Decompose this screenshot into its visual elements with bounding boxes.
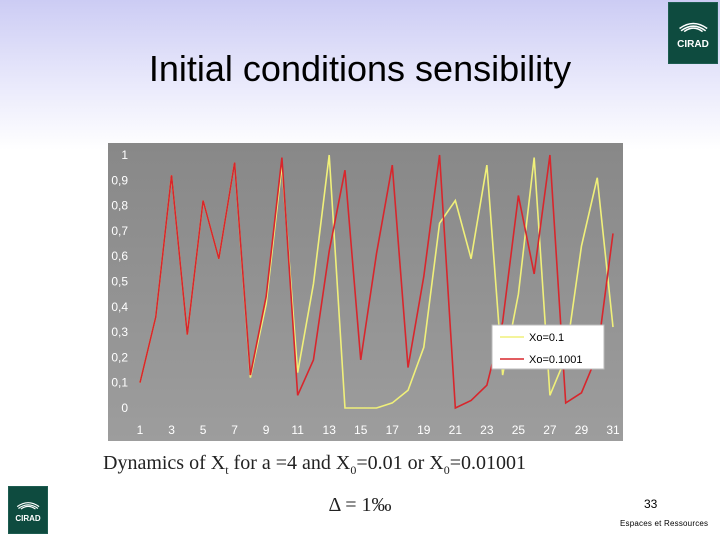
y-tick-label: 0,6 bbox=[111, 249, 128, 263]
x-tick-label: 25 bbox=[512, 423, 526, 437]
y-tick-label: 0,3 bbox=[111, 325, 128, 339]
y-tick-label: 0,2 bbox=[111, 350, 128, 364]
y-tick-label: 0,1 bbox=[111, 376, 128, 390]
x-tick-label: 1 bbox=[137, 423, 144, 437]
x-tick-label: 19 bbox=[417, 423, 431, 437]
x-tick-label: 17 bbox=[386, 423, 400, 437]
x-tick-label: 29 bbox=[575, 423, 589, 437]
legend-label: Xo=0.1 bbox=[529, 332, 564, 344]
x-tick-label: 31 bbox=[606, 423, 620, 437]
series-line-2 bbox=[139, 154, 614, 410]
globe-icon bbox=[16, 501, 40, 510]
y-tick-label: 0,9 bbox=[111, 173, 128, 187]
x-tick-label: 7 bbox=[231, 423, 238, 437]
y-tick-label: 1 bbox=[121, 148, 128, 162]
legend-box bbox=[491, 324, 605, 370]
logo-text: CIRAD bbox=[15, 514, 41, 524]
y-tick-label: 0,4 bbox=[111, 300, 128, 314]
logo-text: CIRAD bbox=[677, 38, 709, 50]
legend-label: Xo=0.1001 bbox=[529, 354, 583, 366]
x-tick-label: 3 bbox=[168, 423, 175, 437]
globe-icon bbox=[678, 23, 708, 33]
slide-title: Initial conditions sensibility bbox=[148, 48, 572, 89]
cirad-logo-bottom: CIRAD bbox=[8, 486, 48, 534]
y-tick-label: 0,5 bbox=[111, 275, 128, 289]
footer-label: Espaces et Ressources bbox=[620, 519, 709, 528]
x-tick-label: 11 bbox=[291, 423, 304, 437]
y-tick-label: 0,8 bbox=[111, 199, 128, 213]
x-tick-label: 9 bbox=[263, 423, 270, 437]
delta-note: Δ = 1‰ bbox=[328, 494, 392, 516]
x-tick-label: 21 bbox=[449, 423, 463, 437]
series-line-1 bbox=[139, 154, 614, 409]
chart-caption: Dynamics of Xt for a =4 and X0=0.01 or X… bbox=[103, 452, 527, 477]
x-tick-label: 27 bbox=[543, 423, 557, 437]
line-chart: 00,10,20,30,40,50,60,70,80,911 3 5 7 9 11 13 15… bbox=[111, 148, 620, 437]
x-tick-label: 5 bbox=[200, 423, 207, 437]
page-number: 33 bbox=[644, 497, 658, 511]
y-tick-label: 0 bbox=[121, 401, 128, 415]
y-tick-label: 0,7 bbox=[111, 224, 128, 238]
x-tick-label: 13 bbox=[323, 423, 337, 437]
cirad-logo-top: CIRAD bbox=[668, 2, 718, 64]
chart-area: 0 0,1 0,2 0,3 0,4 0,5 0,6 0,7 0,8 0,9 1 1 3 5 7 9 11 13 15… bbox=[108, 143, 623, 441]
x-tick-label: 23 bbox=[480, 423, 494, 437]
x-tick-label: 15 bbox=[354, 423, 368, 437]
